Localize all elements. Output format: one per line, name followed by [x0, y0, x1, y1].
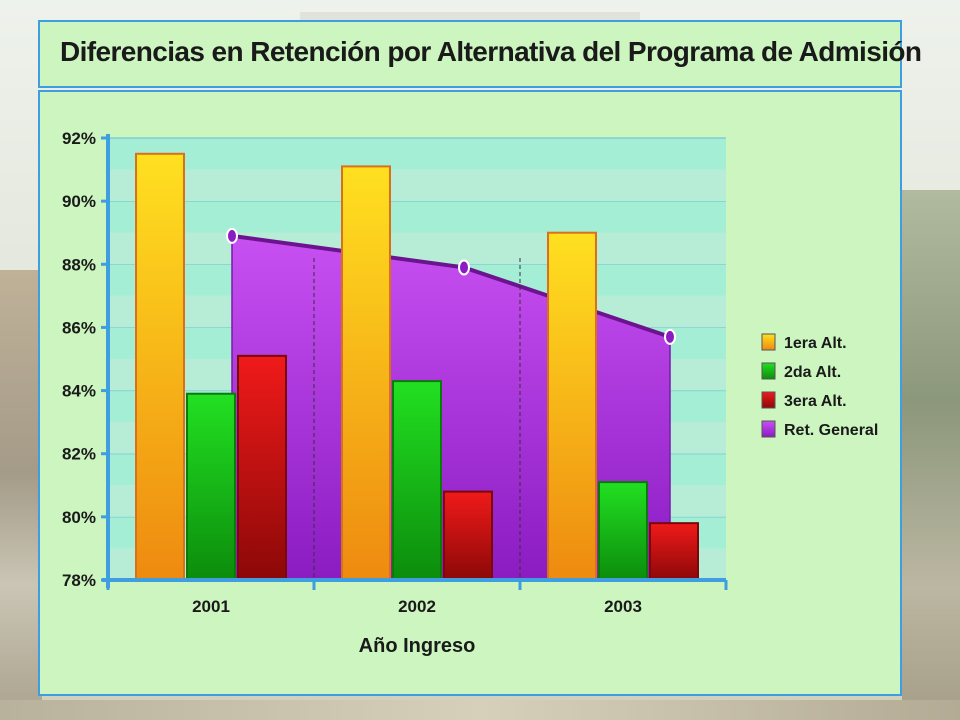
bar-2da-alt-2003 — [598, 481, 648, 581]
chart-panel: 78% 80% 82% 84% 86% 88% 90% 92% 2001 2002 2003 Año … — [38, 90, 902, 696]
x-tick-label-2003: 2003 — [604, 597, 642, 616]
bar-1era-alt-2003 — [547, 231, 597, 581]
grid-band — [108, 138, 726, 170]
bar-3era-alt-2001 — [237, 354, 287, 582]
background-photo-bottom — [0, 700, 960, 720]
legend-label-1era-alt: 1era Alt. — [784, 335, 847, 352]
y-tick-label: 84% — [62, 382, 96, 401]
legend-label-ret-general: Ret. General — [784, 422, 878, 439]
legend-label-3era-alt: 3era Alt. — [784, 393, 847, 410]
y-tick-label: 90% — [62, 192, 96, 211]
bar-1era-alt-2001 — [135, 152, 185, 582]
labels-layer: 78% 80% 82% 84% 86% 88% 90% 92% 2001 2002 2003 Año … — [62, 129, 642, 657]
chart: 78% 80% 82% 84% 86% 88% 90% 92% 2001 2002 2003 Año … — [62, 129, 878, 657]
x-axis-label: Año Ingreso — [359, 635, 476, 657]
y-tick-label: 80% — [62, 508, 96, 527]
title-panel: Diferencias en Retención por Alternativa… — [38, 20, 922, 88]
bar-3era-alt-2002 — [443, 490, 493, 582]
legend-label-2da-alt: 2da Alt. — [784, 364, 841, 381]
legend-swatch-3era-alt — [761, 391, 776, 409]
grid-band — [108, 232, 726, 265]
bar-2da-alt-2001 — [186, 392, 236, 581]
bar-2da-alt-2002 — [392, 380, 442, 581]
grid-band — [108, 169, 726, 202]
x-tick-label-2001: 2001 — [192, 597, 230, 616]
ret-general-point-2001 — [226, 227, 238, 244]
legend-swatch-1era-alt — [761, 333, 776, 351]
ret-general-point-2003 — [664, 328, 676, 345]
y-tick-label: 82% — [62, 445, 96, 464]
legend-swatch-ret-general — [761, 420, 776, 438]
y-tick-label: 92% — [62, 129, 96, 148]
bars-layer — [135, 152, 699, 582]
y-tick-label: 88% — [62, 255, 96, 274]
grid-band — [108, 201, 726, 233]
background-photo-right — [902, 190, 960, 720]
ret-general-point-2002 — [458, 259, 470, 276]
bar-3era-alt-2003 — [649, 522, 699, 581]
bar-1era-alt-2002 — [341, 165, 391, 582]
axes-layer — [101, 134, 728, 590]
y-tick-label: 78% — [62, 571, 96, 590]
legend: 1era Alt. 2da Alt. 3era Alt. Ret. General — [761, 333, 878, 439]
y-tick-label: 86% — [62, 318, 96, 337]
chart-title: Diferencias en Retención por Alternativa… — [60, 36, 922, 67]
background-photo-left — [0, 270, 42, 720]
x-tick-label-2002: 2002 — [398, 597, 436, 616]
legend-swatch-2da-alt — [761, 362, 776, 380]
